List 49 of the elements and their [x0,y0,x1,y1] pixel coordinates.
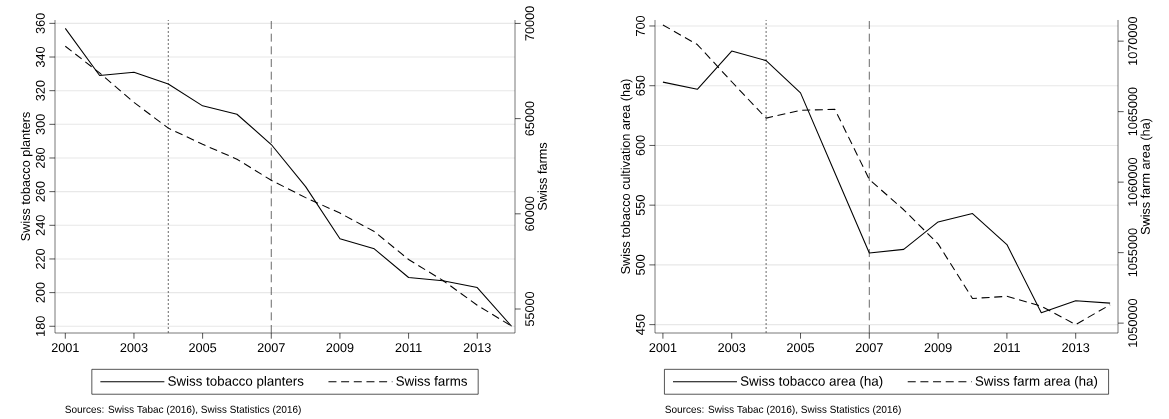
y-axis-title: Swiss tobacco planters [20,112,33,241]
x-tick-label: 2001 [51,343,79,353]
source-note: Sources: Swiss Tabac (2016), Swiss Statistics (2016) [665,405,901,415]
y-tick-label: 320 [35,80,45,101]
y-tick-label: 500 [635,254,645,275]
x-tick-label: 2005 [189,343,217,353]
legend-label: Swiss tobacco area (ha) [740,375,883,389]
y-tick-label: 240 [35,215,45,236]
y2-tick-label: 1060000 [1128,157,1138,206]
y-tick-label: 220 [35,248,45,269]
y2-tick-label: 70000 [525,6,535,41]
x-tick-label: 2007 [855,343,883,353]
legend-label: Swiss farms [396,375,468,386]
y2-tick-label: 1055000 [1128,228,1138,277]
y-tick-label: 300 [35,114,45,135]
y2-tick-label: 55000 [525,291,535,327]
x-tick-label: 2011 [395,343,422,353]
y2-axis-title: Swiss farms [537,142,547,210]
y2-tick-label: 1050000 [1128,298,1138,347]
y2-tick-label: 60000 [525,196,535,231]
legend-label: Swiss tobacco planters [168,375,304,389]
y-tick-label: 450 [635,314,645,335]
legend-label: Swiss farm area (ha) [975,375,1098,389]
y-tick-label: 550 [635,195,645,216]
x-tick-label: 2007 [257,343,285,353]
y-tick-label: 360 [35,13,45,34]
y2-tick-label: 65000 [525,101,535,136]
x-tick-label: 2009 [326,343,354,353]
source-note: Sources: Swiss Tabac (2016), Swiss Statistics (2016) [65,405,301,415]
y-tick-label: 600 [635,135,645,156]
y-tick-label: 260 [35,181,45,202]
x-tick-label: 2003 [718,343,746,353]
x-tick-label: 2013 [1062,343,1090,353]
x-tick-label: 2009 [924,343,952,353]
y-tick-label: 280 [35,147,45,168]
y2-tick-label: 1070000 [1128,16,1138,65]
y-tick-label: 700 [635,15,645,36]
y2-tick-label: 1065000 [1128,87,1138,136]
x-tick-label: 2005 [787,343,815,353]
y-tick-label: 180 [35,316,45,336]
x-tick-label: 2013 [463,343,491,353]
x-tick-label: 2011 [993,343,1020,353]
x-tick-label: 2003 [120,343,148,353]
y-tick-label: 650 [635,75,645,96]
x-tick-label: 2001 [649,343,677,353]
y-tick-label: 340 [35,46,45,68]
y-axis-title: Swiss tobacco cultivation area (ha) [620,79,633,274]
y-tick-label: 200 [35,282,45,303]
y2-axis-title: Swiss farm area (ha) [1140,118,1153,235]
